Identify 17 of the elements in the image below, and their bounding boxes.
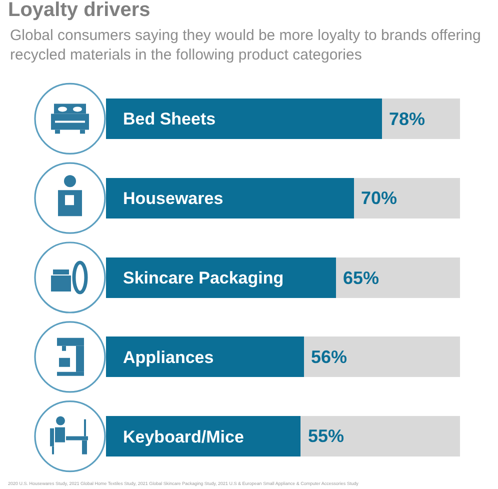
- data-label: 56%: [311, 347, 348, 367]
- chart-subtitle: Global consumers saying they would be more loyalty to brands offering recycled materials in the following product categories: [10, 27, 481, 64]
- chart-title: Loyalty drivers: [8, 0, 150, 21]
- y-tick-label: Housewares: [123, 189, 224, 208]
- y-tick-label: Appliances: [123, 348, 214, 367]
- y-tick-label: Keyboard/Mice: [123, 427, 244, 446]
- bar: [336, 257, 460, 298]
- bar: [300, 416, 460, 457]
- y-tick-label: Bed Sheets: [123, 110, 216, 129]
- y-tick-label: Skincare Packaging: [123, 268, 284, 288]
- bar: [382, 98, 460, 139]
- data-label: 78%: [389, 109, 426, 129]
- bar: [304, 336, 460, 378]
- bar: [354, 178, 460, 218]
- data-label: 65%: [343, 268, 380, 288]
- data-label: 70%: [361, 188, 398, 208]
- data-label: 55%: [308, 426, 344, 446]
